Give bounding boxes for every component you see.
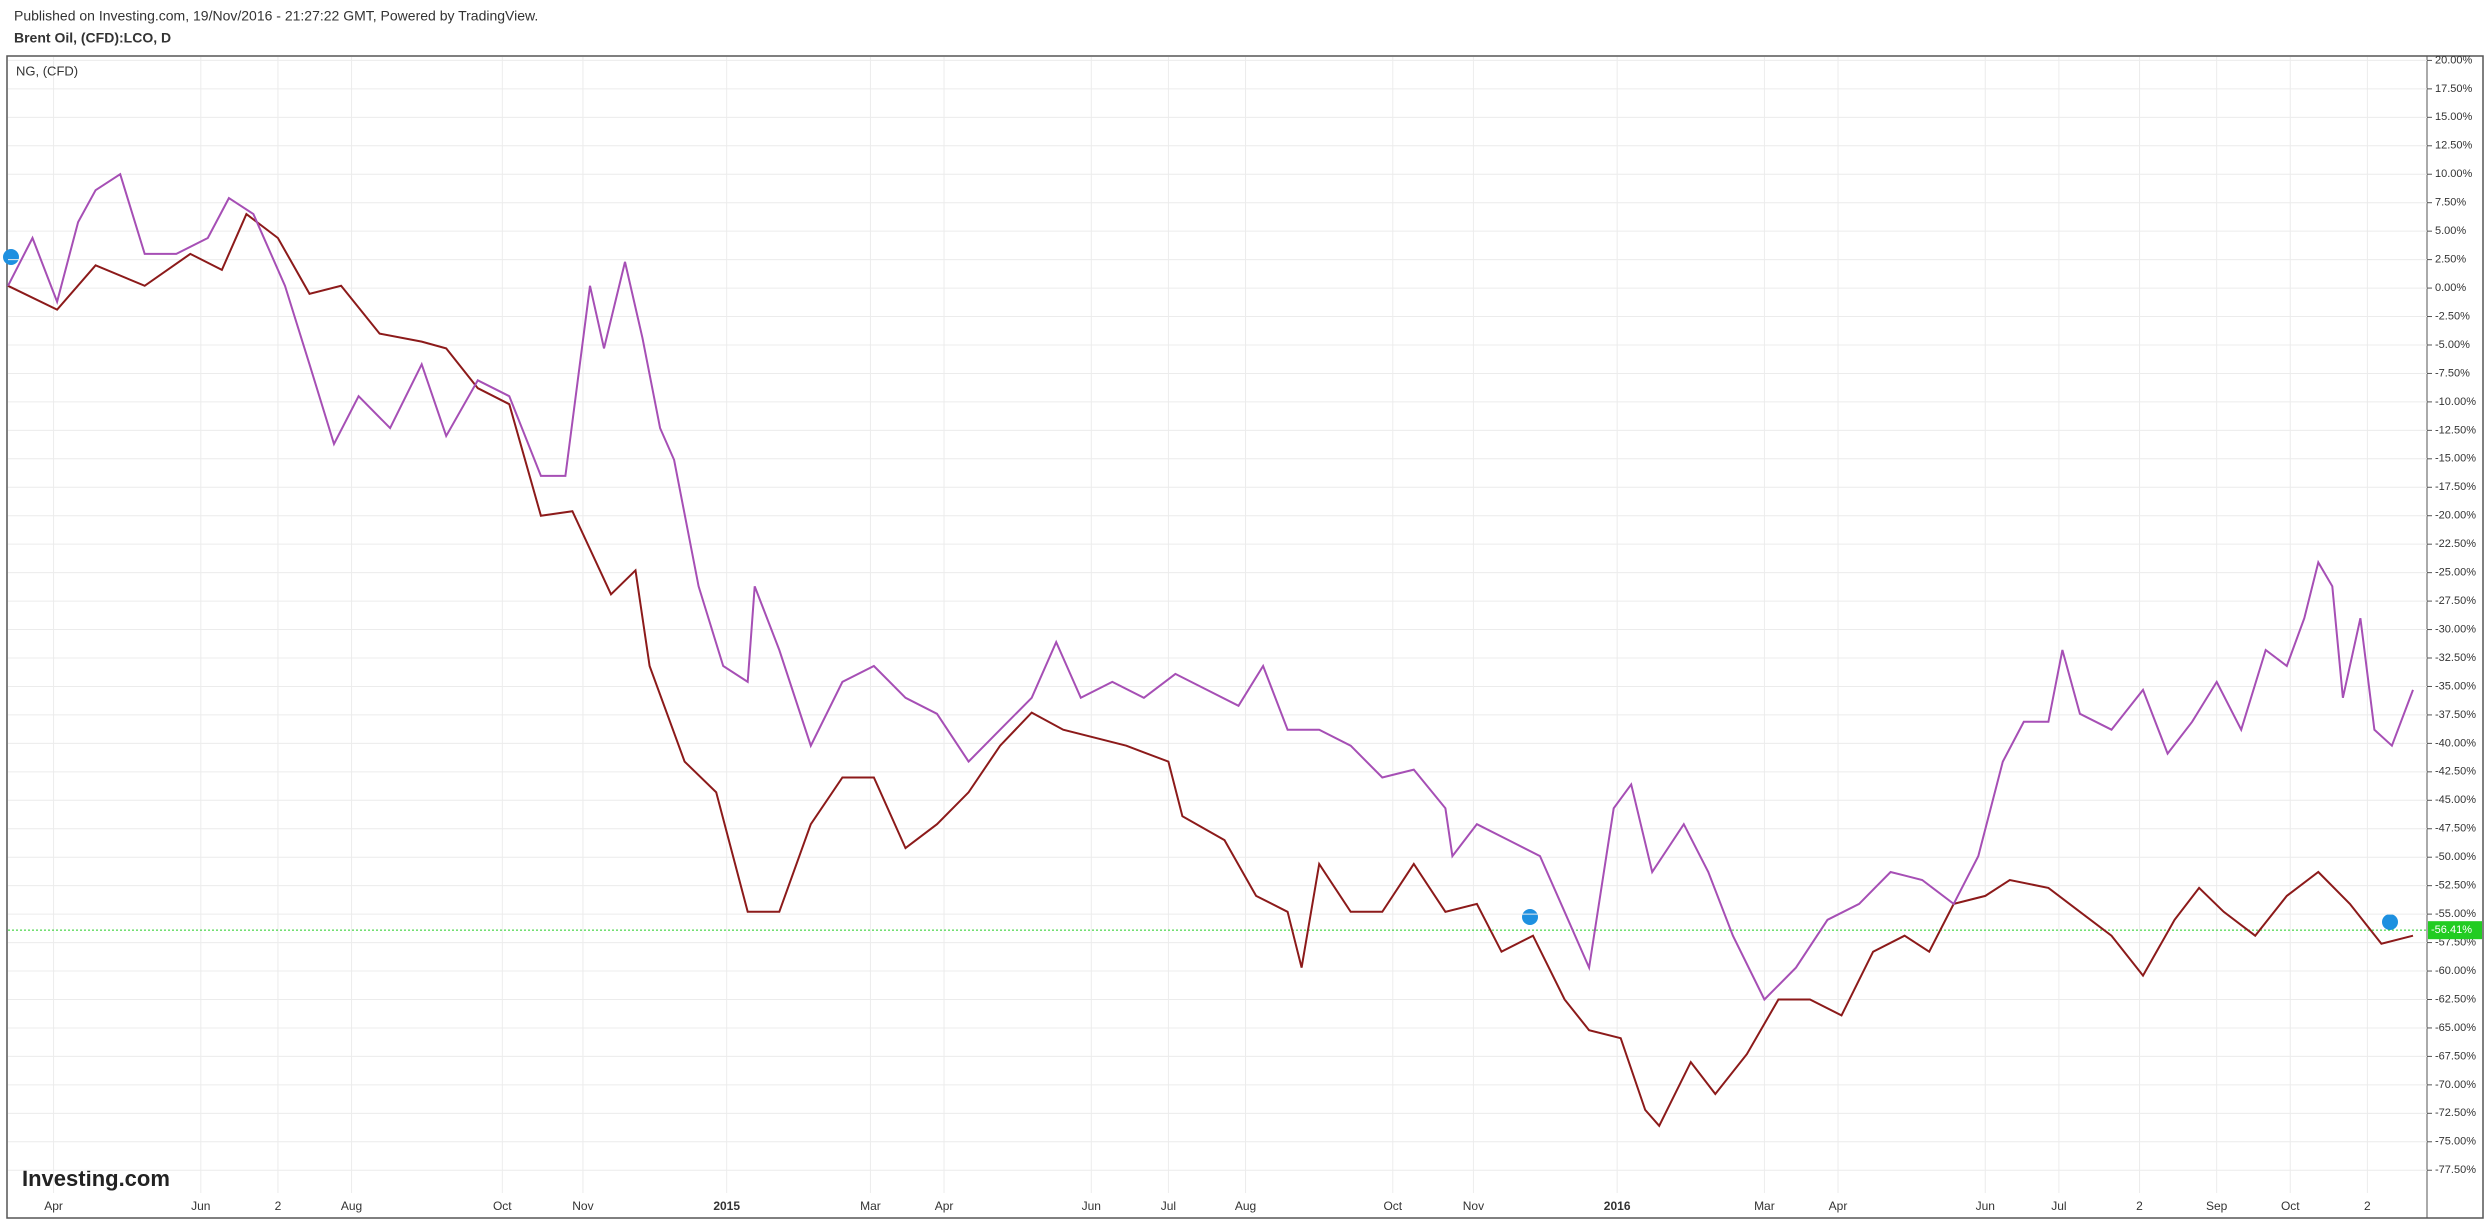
x-tick-label: Jun <box>191 1199 210 1213</box>
y-tick-label: 5.00% <box>2435 225 2466 237</box>
y-tick-label: -47.50% <box>2435 823 2476 835</box>
y-tick-label: -60.00% <box>2435 965 2476 977</box>
x-tick-label: 2 <box>2364 1199 2371 1213</box>
x-tick-label: Apr <box>44 1199 63 1213</box>
y-tick-label: -75.00% <box>2435 1136 2476 1148</box>
y-tick-label: -55.00% <box>2435 908 2476 920</box>
y-tick-label: -27.50% <box>2435 595 2476 607</box>
x-tick-label: 2015 <box>713 1199 740 1213</box>
y-tick-label: -62.50% <box>2435 993 2476 1005</box>
chart-frame <box>6 55 2484 1219</box>
series-line <box>7 212 2414 1128</box>
y-tick-label: -10.00% <box>2435 396 2476 408</box>
x-tick-label: Aug <box>341 1199 362 1213</box>
x-tick-label: Jul <box>2051 1199 2066 1213</box>
x-tick-label: Oct <box>493 1199 512 1213</box>
x-tick-label: Mar <box>1754 1199 1775 1213</box>
y-tick-label: -5.00% <box>2435 339 2470 351</box>
x-tick-label: Nov <box>572 1199 593 1213</box>
y-tick-label: -67.50% <box>2435 1050 2476 1062</box>
event-marker <box>2382 914 2398 930</box>
y-tick-label: -17.50% <box>2435 481 2476 493</box>
published-note: Published on Investing.com, 19/Nov/2016 … <box>14 8 538 24</box>
y-tick-label: -77.50% <box>2435 1164 2476 1176</box>
y-tick-label: -20.00% <box>2435 510 2476 522</box>
x-tick-label: Apr <box>935 1199 954 1213</box>
x-tick-label: 2016 <box>1604 1199 1631 1213</box>
y-tick-label: 10.00% <box>2435 168 2473 180</box>
x-tick-label: 2 <box>2136 1199 2143 1213</box>
y-tick-label: -70.00% <box>2435 1079 2476 1091</box>
x-tick-label: Oct <box>1383 1199 1402 1213</box>
y-tick-label: 17.50% <box>2435 83 2473 95</box>
y-tick-label: -25.00% <box>2435 567 2476 579</box>
y-tick-label: -35.00% <box>2435 680 2476 692</box>
y-tick-label: -65.00% <box>2435 1022 2476 1034</box>
y-tick-label: -72.50% <box>2435 1107 2476 1119</box>
x-tick-label: Mar <box>860 1199 881 1213</box>
x-tick-label: Jul <box>1161 1199 1176 1213</box>
series-line <box>7 172 2414 1002</box>
y-tick-label: -57.50% <box>2435 936 2476 948</box>
current-value-tag <box>2428 921 2482 940</box>
y-tick-label: 20.00% <box>2435 54 2473 66</box>
x-tick-label: Aug <box>1235 1199 1256 1213</box>
y-tick-label: 2.50% <box>2435 254 2466 266</box>
x-tick-label: Jun <box>1976 1199 1995 1213</box>
x-tick-label: 2 <box>275 1199 282 1213</box>
y-tick-label: 15.00% <box>2435 111 2473 123</box>
symbol-title: Brent Oil, (CFD):LCO, D <box>14 30 171 46</box>
y-tick-label: 7.50% <box>2435 197 2466 209</box>
x-tick-label: Nov <box>1463 1199 1484 1213</box>
y-tick-label: -50.00% <box>2435 851 2476 863</box>
x-tick-label: Oct <box>2281 1199 2300 1213</box>
y-tick-label: -2.50% <box>2435 310 2470 322</box>
y-tick-label: -32.50% <box>2435 652 2476 664</box>
y-tick-label: -7.50% <box>2435 367 2470 379</box>
x-tick-label: Jun <box>1082 1199 1101 1213</box>
x-tick-label: Apr <box>1829 1199 1848 1213</box>
y-tick-label: 12.50% <box>2435 140 2473 152</box>
y-tick-label: -30.00% <box>2435 623 2476 635</box>
y-tick-label: -22.50% <box>2435 538 2476 550</box>
y-tick-label: -12.50% <box>2435 424 2476 436</box>
current-value-label: -56.41% <box>2431 924 2472 936</box>
y-tick-label: -45.00% <box>2435 794 2476 806</box>
event-marker <box>1522 909 1538 925</box>
y-tick-label: -37.50% <box>2435 709 2476 721</box>
y-tick-label: 0.00% <box>2435 282 2466 294</box>
y-tick-label: -42.50% <box>2435 766 2476 778</box>
legend-entry: NG, (CFD) <box>16 63 78 78</box>
y-tick-label: -52.50% <box>2435 880 2476 892</box>
watermark: Investing.com <box>22 1166 170 1191</box>
event-marker <box>3 249 19 265</box>
y-tick-label: -15.00% <box>2435 453 2476 465</box>
x-tick-label: Sep <box>2206 1199 2228 1213</box>
y-tick-label: -40.00% <box>2435 737 2476 749</box>
